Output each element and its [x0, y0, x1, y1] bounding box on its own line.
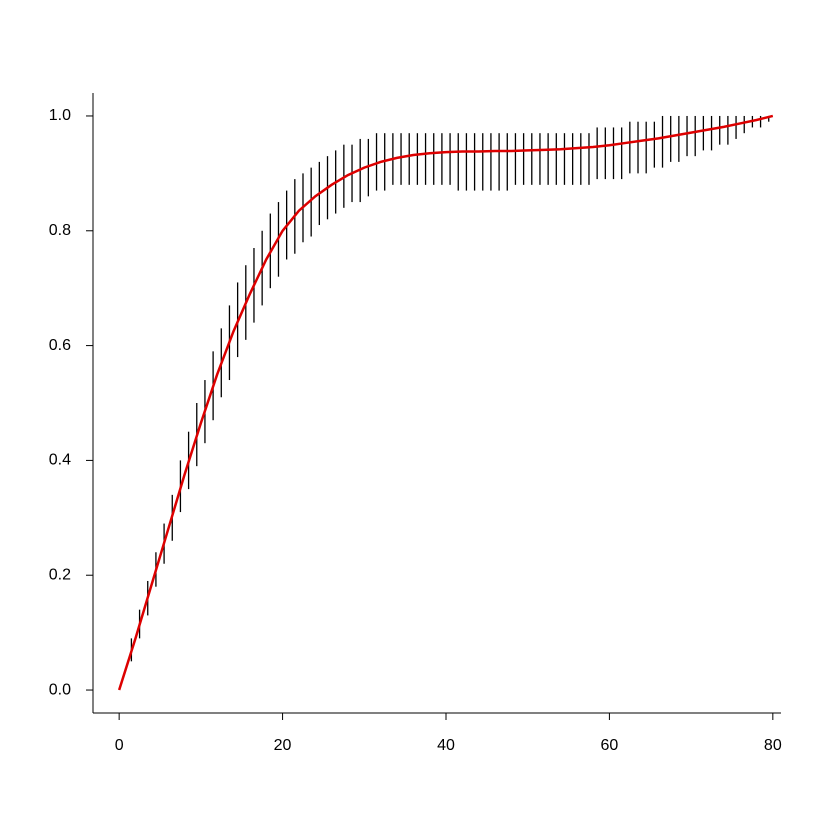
y-tick-label: 0.8	[49, 222, 71, 239]
x-tick-label: 20	[274, 737, 292, 754]
y-tick-label: 0.6	[49, 337, 71, 354]
y-tick-label: 1.0	[49, 107, 71, 124]
line	[117, 114, 774, 691]
x-tick-label: 80	[764, 737, 782, 754]
y-tick-label: 0.0	[49, 681, 71, 698]
x-tick-label: 40	[437, 737, 455, 754]
x-tick-label: 0	[115, 737, 124, 754]
x-tick-label: 60	[601, 737, 619, 754]
y-tick-label: 0.2	[49, 566, 71, 583]
y-tick-label: 0.4	[49, 452, 71, 469]
